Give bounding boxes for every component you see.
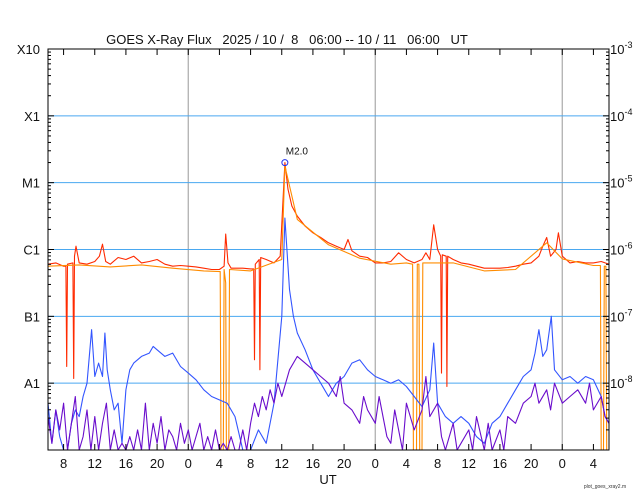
x-tick-label: 16: [119, 456, 133, 471]
y-tick-label-class: X10: [17, 42, 40, 57]
series-long-primary: [47, 162, 610, 388]
exponent: -3: [624, 40, 632, 50]
flare-annotation-label: M2.0: [286, 147, 309, 158]
x-tick-label: 8: [434, 456, 441, 471]
x-tick-label: 4: [403, 456, 410, 471]
x-tick-label: 4: [216, 456, 223, 471]
chart-title: GOES X-Ray Flux 2025 / 10 / 8 06:00 -- 1…: [106, 32, 468, 47]
x-tick-label: 12: [462, 456, 476, 471]
y-tick-label-class: X1: [24, 109, 40, 124]
x-tick-label: 16: [493, 456, 507, 471]
y-tick-label-class: C1: [23, 243, 40, 258]
y-tick-label-class: M1: [22, 176, 40, 191]
exponent: -4: [624, 107, 632, 117]
y-tick-label-flux: 10-4: [610, 107, 632, 124]
x-tick-label: 16: [306, 456, 320, 471]
x-tick-label: 0: [372, 456, 379, 471]
y-tick-label-flux: 10-6: [610, 241, 632, 258]
exponent: -5: [624, 174, 632, 184]
x-tick-label: 12: [88, 456, 102, 471]
y-tick-label-class: B1: [24, 309, 40, 324]
series-short-secondary: [47, 355, 610, 451]
y-tick-label-flux: 10-5: [610, 174, 632, 191]
x-tick-label: 20: [524, 456, 538, 471]
footer-filename: plot_goes_xray2.m: [584, 484, 626, 490]
series-short-primary: [47, 217, 610, 451]
y-tick-label-flux: 10-8: [610, 374, 632, 391]
x-tick-label: 8: [247, 456, 254, 471]
x-tick-label: 0: [559, 456, 566, 471]
x-tick-label: 8: [60, 456, 67, 471]
exponent: -7: [624, 307, 632, 317]
y-tick-label-flux: 10-3: [610, 40, 632, 57]
x-axis-label: UT: [319, 472, 336, 487]
y-tick-label-flux: 10-7: [610, 307, 632, 324]
flare-peak-marker: [281, 159, 289, 167]
exponent: -6: [624, 241, 632, 251]
x-tick-label: 20: [150, 456, 164, 471]
x-tick-label: 0: [185, 456, 192, 471]
exponent: -8: [624, 374, 632, 384]
x-tick-label: 20: [337, 456, 351, 471]
y-tick-label-class: A1: [24, 376, 40, 391]
series-long-secondary: [47, 165, 609, 451]
x-tick-label: 4: [590, 456, 597, 471]
x-tick-label: 12: [275, 456, 289, 471]
